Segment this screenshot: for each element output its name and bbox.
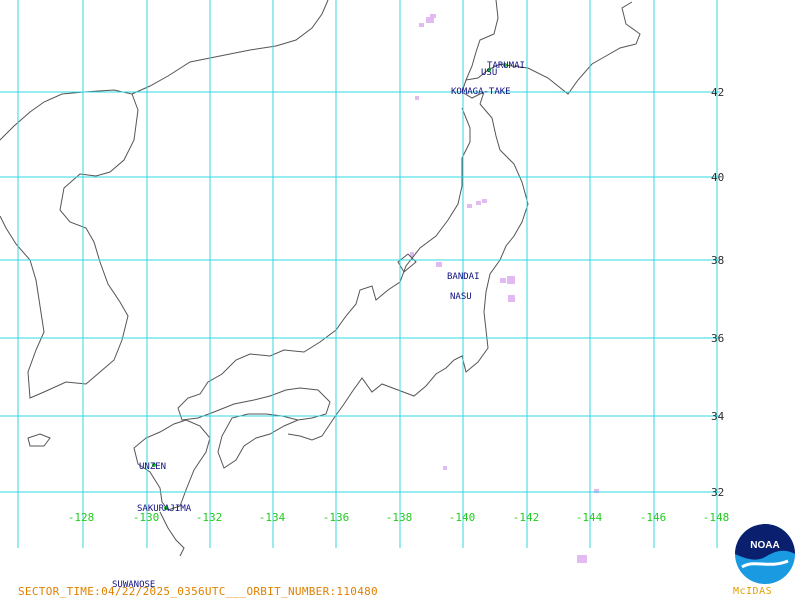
lon-label: -146	[640, 511, 667, 524]
lon-label: -132	[196, 511, 223, 524]
sector-footer-text: SECTOR_TIME:04/22/2025_0356UTC___ORBIT_N…	[18, 585, 378, 598]
lat-label: 36	[711, 332, 724, 345]
lat-label: 40	[711, 171, 724, 184]
lon-label: -140	[449, 511, 476, 524]
volcano-marker-icon	[503, 63, 507, 67]
mcidas-label: McIDAS	[733, 586, 773, 597]
lat-label: 38	[711, 254, 724, 267]
volcano-marker-icon	[152, 463, 156, 467]
lon-label: -130	[133, 511, 160, 524]
lon-label: -142	[513, 511, 540, 524]
volcano-label[interactable]: BANDAI	[447, 272, 480, 282]
volcano-label[interactable]: UNZEN	[139, 462, 166, 472]
lat-label: 34	[711, 410, 725, 423]
volcano-marker-icon	[487, 68, 491, 72]
lon-label: -134	[259, 511, 286, 524]
noaa-emblem-icon: NOAA	[735, 524, 795, 584]
graticule	[0, 0, 720, 548]
lon-label: -128	[68, 511, 95, 524]
volcano-label[interactable]: NASU	[450, 292, 472, 302]
lat-label: 32	[711, 486, 724, 499]
lon-label: -144	[576, 511, 603, 524]
volcano-labels: TARUMAI USU KOMAGA-TAKE BANDAI NASU UNZE…	[112, 61, 525, 590]
noaa-logo-text: NOAA	[750, 540, 779, 551]
lon-label: -138	[386, 511, 413, 524]
volcano-label[interactable]: USU	[481, 68, 497, 78]
lon-label: -136	[323, 511, 350, 524]
longitude-labels: -128 -130 -132 -134 -136 -138 -140 -142 …	[68, 511, 730, 524]
volcano-label[interactable]: TARUMAI	[487, 61, 525, 71]
lat-label: 42	[711, 86, 724, 99]
volcano-label[interactable]: SUWANOSE	[112, 580, 155, 590]
lon-label: -148	[703, 511, 730, 524]
volcano-marker-icon	[164, 506, 168, 510]
volcano-label[interactable]: SAKURAJIMA	[137, 504, 192, 514]
volcano-label[interactable]: KOMAGA-TAKE	[451, 87, 511, 97]
anomaly-pixels	[410, 14, 599, 563]
latitude-labels: 42 40 38 36 34 32	[711, 86, 725, 499]
volcano-markers	[152, 63, 507, 510]
